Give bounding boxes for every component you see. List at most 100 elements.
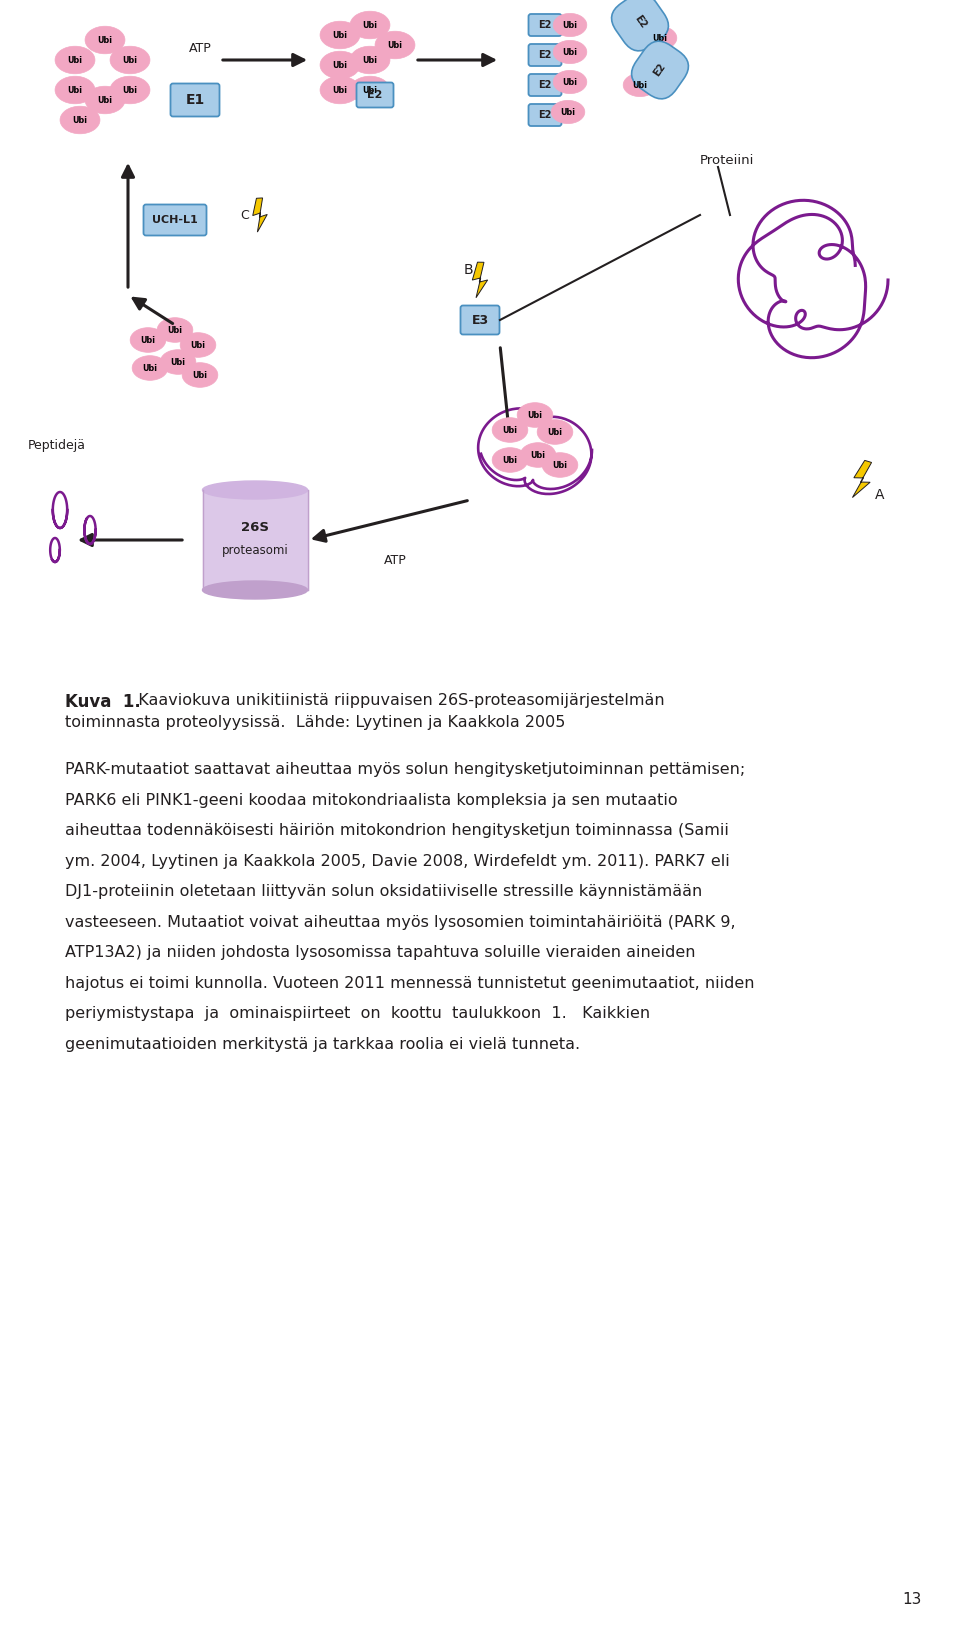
Text: E2: E2 xyxy=(652,62,668,78)
Text: Ubi: Ubi xyxy=(98,36,112,44)
Ellipse shape xyxy=(492,417,528,443)
Text: ATP: ATP xyxy=(188,41,211,54)
Text: Ubi: Ubi xyxy=(190,340,205,350)
Ellipse shape xyxy=(85,26,125,54)
Text: Ubi: Ubi xyxy=(67,85,83,94)
Text: Ubi: Ubi xyxy=(363,21,377,29)
Text: ATP13A2) ja niiden johdosta lysosomissa tapahtuva soluille vieraiden aineiden: ATP13A2) ja niiden johdosta lysosomissa … xyxy=(65,945,695,959)
Text: Ubi: Ubi xyxy=(388,41,402,49)
Text: 13: 13 xyxy=(902,1593,922,1608)
Text: periymistystapa  ja  ominaispiirteet  on  koottu  taulukkoon  1.   Kaikkien: periymistystapa ja ominaispiirteet on ko… xyxy=(65,1007,650,1021)
Text: E3: E3 xyxy=(471,313,489,326)
Ellipse shape xyxy=(350,46,390,73)
Text: geenimutaatioiden merkitystä ja tarkkaa roolia ei vielä tunneta.: geenimutaatioiden merkitystä ja tarkkaa … xyxy=(65,1036,580,1051)
FancyBboxPatch shape xyxy=(529,73,562,96)
Text: Ubi: Ubi xyxy=(332,85,348,94)
Text: E2: E2 xyxy=(539,80,552,90)
FancyBboxPatch shape xyxy=(171,83,220,117)
Ellipse shape xyxy=(553,70,587,93)
Text: Ubi: Ubi xyxy=(167,326,182,334)
Text: B: B xyxy=(463,262,473,277)
Ellipse shape xyxy=(110,46,150,73)
Text: Ubi: Ubi xyxy=(553,461,567,469)
Text: Ubi: Ubi xyxy=(193,370,207,380)
Bar xyxy=(203,490,307,590)
Text: C: C xyxy=(241,209,250,222)
Ellipse shape xyxy=(157,318,193,342)
Ellipse shape xyxy=(350,11,390,39)
Text: Ubi: Ubi xyxy=(171,357,185,367)
Text: Ubi: Ubi xyxy=(563,78,578,86)
Text: E2: E2 xyxy=(539,111,552,121)
Text: E1: E1 xyxy=(185,93,204,108)
Text: Ubi: Ubi xyxy=(123,85,137,94)
Ellipse shape xyxy=(160,350,196,375)
Ellipse shape xyxy=(553,13,587,36)
FancyBboxPatch shape xyxy=(529,44,562,67)
Ellipse shape xyxy=(132,355,168,380)
Ellipse shape xyxy=(375,31,415,59)
Text: Ubi: Ubi xyxy=(561,108,575,117)
Text: 26S: 26S xyxy=(241,521,269,534)
Polygon shape xyxy=(852,461,872,497)
Text: Ubi: Ubi xyxy=(363,85,377,94)
Ellipse shape xyxy=(55,46,95,73)
Text: Ubi: Ubi xyxy=(140,336,156,344)
Text: Ubi: Ubi xyxy=(142,363,157,373)
Text: Ubi: Ubi xyxy=(67,55,83,65)
Ellipse shape xyxy=(520,443,556,468)
Ellipse shape xyxy=(320,21,360,49)
FancyBboxPatch shape xyxy=(529,15,562,36)
Text: Kuva  1.: Kuva 1. xyxy=(65,692,141,710)
Ellipse shape xyxy=(85,86,125,114)
Text: ym. 2004, Lyytinen ja Kaakkola 2005, Davie 2008, Wirdefeldt ym. 2011). PARK7 eli: ym. 2004, Lyytinen ja Kaakkola 2005, Dav… xyxy=(65,854,730,868)
Ellipse shape xyxy=(320,77,360,104)
Ellipse shape xyxy=(110,77,150,104)
Ellipse shape xyxy=(203,481,307,498)
Ellipse shape xyxy=(131,327,166,352)
Text: PARK6 eli PINK1-geeni koodaa mitokondriaalista kompleksia ja sen mutaatio: PARK6 eli PINK1-geeni koodaa mitokondria… xyxy=(65,792,678,808)
Text: A: A xyxy=(876,489,885,502)
Text: vasteeseen. Mutaatiot voivat aiheuttaa myös lysosomien toimintahäiriöitä (PARK 9: vasteeseen. Mutaatiot voivat aiheuttaa m… xyxy=(65,914,735,930)
Ellipse shape xyxy=(350,77,390,104)
Text: toiminnasta proteolyysissä.  Lähde: Lyytinen ja Kaakkola 2005: toiminnasta proteolyysissä. Lähde: Lyyti… xyxy=(65,715,565,730)
Text: Ubi: Ubi xyxy=(332,31,348,39)
Text: Ubi: Ubi xyxy=(547,427,563,437)
FancyBboxPatch shape xyxy=(356,83,394,108)
Ellipse shape xyxy=(551,101,585,124)
Text: Ubi: Ubi xyxy=(73,116,87,124)
Text: Ubi: Ubi xyxy=(123,55,137,65)
Text: Proteiini: Proteiini xyxy=(700,153,755,166)
Ellipse shape xyxy=(320,50,360,78)
Ellipse shape xyxy=(643,26,677,49)
Text: Ubi: Ubi xyxy=(527,411,542,420)
Ellipse shape xyxy=(517,402,553,427)
Text: hajotus ei toimi kunnolla. Vuoteen 2011 mennessä tunnistetut geenimutaatiot, nii: hajotus ei toimi kunnolla. Vuoteen 2011 … xyxy=(65,976,755,990)
Text: ATP: ATP xyxy=(384,554,406,567)
Text: Ubi: Ubi xyxy=(563,47,578,57)
Ellipse shape xyxy=(538,420,573,445)
Text: UCH-L1: UCH-L1 xyxy=(152,215,198,225)
Text: Ubi: Ubi xyxy=(332,60,348,70)
Text: DJ1-proteiinin oletetaan liittyvän solun oksidatiiviselle stressille käynnistämä: DJ1-proteiinin oletetaan liittyvän solun… xyxy=(65,885,703,899)
Ellipse shape xyxy=(182,363,218,388)
Text: Ubi: Ubi xyxy=(653,34,667,42)
Text: Ubi: Ubi xyxy=(98,96,112,104)
Ellipse shape xyxy=(623,73,657,96)
Ellipse shape xyxy=(180,332,216,357)
Text: Ubi: Ubi xyxy=(563,21,578,29)
Text: Kaaviokuva unikitiinistä riippuvaisen 26S-proteasomijärjestelmän: Kaaviokuva unikitiinistä riippuvaisen 26… xyxy=(128,692,664,709)
Polygon shape xyxy=(252,199,267,231)
Text: E2: E2 xyxy=(539,50,552,60)
Polygon shape xyxy=(472,262,488,298)
Text: Peptidejä: Peptidejä xyxy=(28,438,86,451)
Ellipse shape xyxy=(492,448,528,472)
Text: PARK-mutaatiot saattavat aiheuttaa myös solun hengitysketjutoiminnan pettämisen;: PARK-mutaatiot saattavat aiheuttaa myös … xyxy=(65,762,745,777)
Text: E2: E2 xyxy=(368,90,383,99)
Ellipse shape xyxy=(60,106,100,134)
FancyBboxPatch shape xyxy=(461,306,499,334)
Ellipse shape xyxy=(542,453,578,477)
Text: Ubi: Ubi xyxy=(363,55,377,65)
FancyBboxPatch shape xyxy=(143,205,206,236)
FancyBboxPatch shape xyxy=(529,104,562,125)
